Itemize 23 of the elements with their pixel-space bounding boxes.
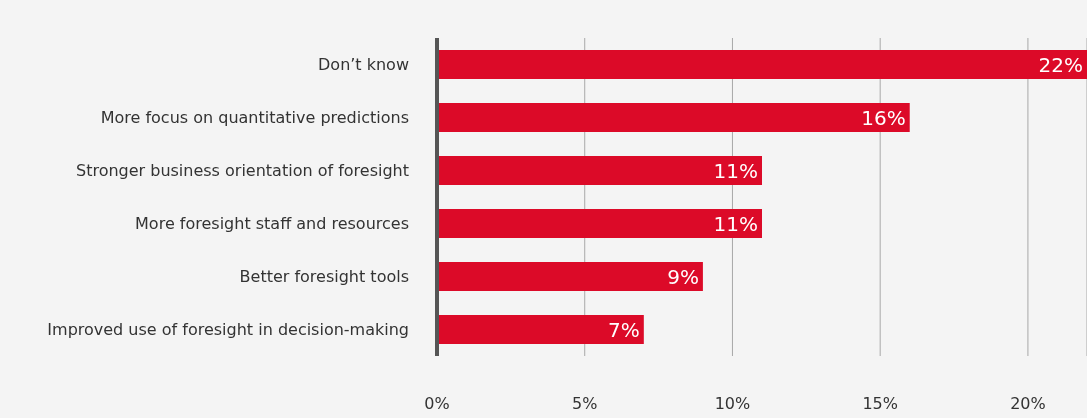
- y-tick-label: Improved use of foresight in decision-making: [47, 320, 409, 340]
- y-tick-label: More foresight staff and resources: [135, 214, 409, 234]
- bar: [437, 315, 644, 344]
- x-tick-label: 0%: [424, 394, 450, 414]
- data-label: 11%: [713, 158, 758, 183]
- bar: [437, 209, 762, 238]
- x-tick-label: 5%: [572, 394, 598, 414]
- data-label: 9%: [667, 264, 699, 289]
- y-tick-label: Don’t know: [318, 55, 409, 75]
- bar: [437, 50, 1087, 79]
- y-tick-label: Stronger business orientation of foresight: [75, 161, 409, 181]
- x-tick-label: 20%: [1010, 394, 1046, 414]
- y-tick-label: More focus on quantitative predictions: [100, 108, 409, 128]
- y-tick-label: Better foresight tools: [239, 267, 409, 287]
- x-tick-label: 10%: [714, 394, 751, 414]
- data-label: 7%: [608, 317, 640, 342]
- data-label: 11%: [713, 211, 758, 236]
- bar: [437, 103, 910, 132]
- bar: [437, 156, 762, 185]
- x-tick-label: 15%: [862, 394, 898, 414]
- bar: [437, 262, 703, 291]
- data-label: 22%: [1038, 52, 1083, 77]
- data-label: 16%: [861, 105, 906, 130]
